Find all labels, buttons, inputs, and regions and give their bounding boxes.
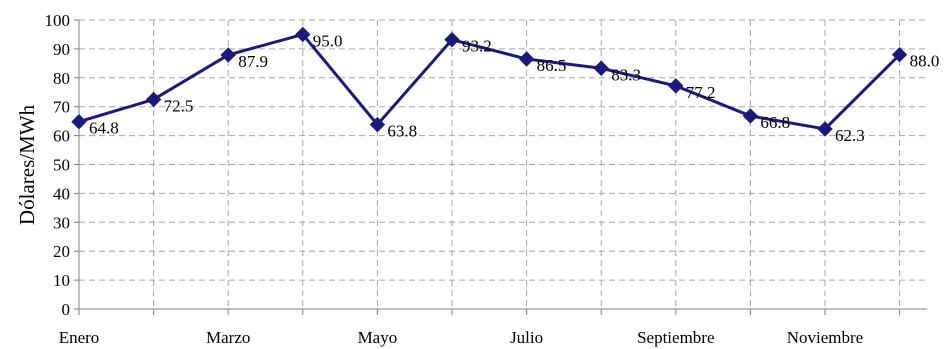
data-labels: 64.8 72.5 87.9 95.0 63.8 93.2 86.5 83.3 77.2 66.8… [89, 31, 939, 145]
data-point-marker [145, 91, 162, 108]
y-tick-labels: 0 10 20 30 40 50 60 70 80 90 100 [45, 11, 71, 319]
series [71, 26, 908, 137]
x-tick-label: Noviembre [787, 328, 863, 347]
data-point-marker [295, 26, 311, 43]
y-tick-label: 20 [53, 242, 70, 261]
data-label: 93.2 [462, 37, 492, 56]
series-line [78, 32, 901, 131]
data-point-marker [369, 116, 386, 133]
axes [74, 19, 927, 315]
data-point-marker [593, 60, 609, 76]
y-axis-title: Dólares/MWh [15, 104, 39, 225]
data-label: 95.0 [313, 31, 343, 50]
x-tick-label: Marzo [206, 328, 250, 347]
data-label: 77.2 [686, 83, 716, 102]
x-tick-label: Septiembre [637, 328, 714, 347]
y-tick-label: 90 [53, 40, 70, 59]
x-tick-labels: Enero Marzo Mayo Julio Septiembre Noviembre [59, 328, 864, 347]
y-tick-label: 30 [53, 213, 70, 232]
data-label: 72.5 [164, 96, 194, 115]
y-tick-label: 70 [53, 98, 70, 117]
data-label: 87.9 [238, 52, 268, 71]
data-label: 63.8 [387, 122, 417, 141]
data-label: 88.0 [910, 52, 940, 71]
grid [79, 19, 927, 309]
data-label: 86.5 [537, 56, 567, 75]
data-point-marker [742, 108, 759, 124]
data-point-marker [444, 31, 460, 48]
y-tick-label: 60 [53, 127, 70, 146]
y-tick-label: 50 [53, 156, 70, 175]
y-tick-label: 10 [53, 271, 70, 290]
data-point-marker [891, 46, 908, 63]
y-tick-label: 0 [62, 300, 71, 319]
data-point-marker [817, 121, 833, 137]
x-tick-label: Enero [59, 328, 100, 347]
y-tick-label: 100 [45, 11, 71, 30]
x-tick-label: Mayo [358, 328, 398, 347]
y-tick-label: 40 [53, 184, 70, 203]
x-tick-label: Julio [510, 328, 543, 347]
data-label: 64.8 [89, 119, 119, 138]
y-tick-label: 80 [53, 69, 70, 88]
data-label: 66.8 [760, 113, 790, 132]
data-point-marker [518, 51, 535, 67]
data-label: 83.3 [611, 65, 641, 84]
data-point-marker [71, 114, 87, 130]
data-point-marker [668, 78, 684, 94]
data-label: 62.3 [835, 126, 865, 145]
data-point-marker [220, 47, 236, 63]
